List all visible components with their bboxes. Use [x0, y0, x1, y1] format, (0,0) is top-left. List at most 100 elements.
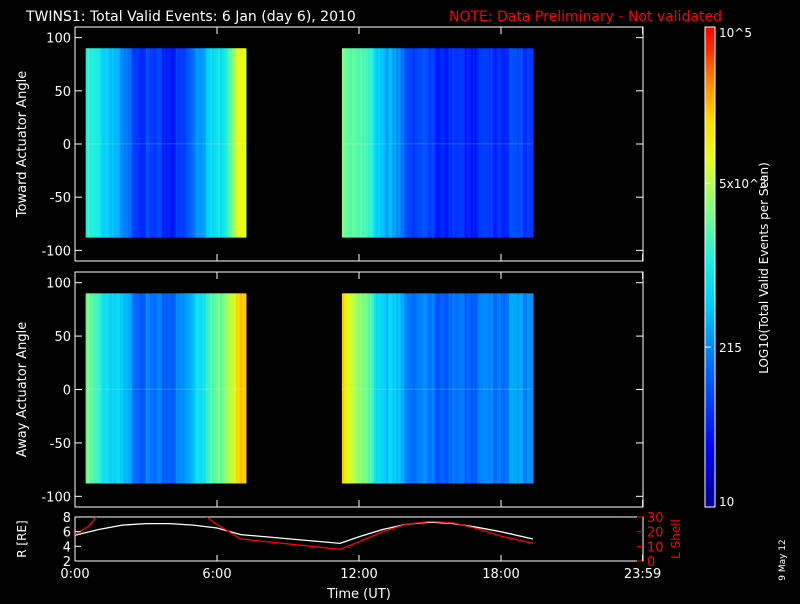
heatmap-column [231, 293, 235, 484]
toward-data-block-2 [341, 48, 534, 238]
heatmap-column [135, 293, 139, 484]
y-right-tick-label: 30 [647, 511, 664, 526]
heatmap-column [347, 293, 351, 484]
heatmap-column [201, 293, 205, 484]
y-right-tick-label: 0 [647, 555, 655, 570]
heatmap-column [502, 48, 506, 238]
heatmap-column [119, 293, 123, 484]
heatmap-column [370, 48, 373, 238]
heatmap-column [97, 293, 101, 484]
heatmap-column [438, 293, 442, 484]
heatmap-column [360, 48, 363, 238]
heatmap-column [480, 293, 484, 484]
x-tick-label: 6:00 [202, 567, 231, 582]
heatmap-column [163, 48, 167, 238]
heatmap-column [185, 293, 189, 484]
heatmap-column [189, 293, 193, 484]
heatmap-column [488, 293, 492, 484]
colorbar: 10^5 5x10^3 215 10 [704, 26, 767, 509]
heatmap-column [113, 48, 117, 238]
heatmap-column [384, 293, 387, 484]
heatmap-column [462, 48, 466, 238]
heatmap-column [151, 48, 155, 238]
heatmap-column [492, 293, 496, 484]
toward-angle-panel: 100 50 0 -50 -100 Toward Actuator Angle [15, 26, 644, 262]
heatmap-column [460, 48, 464, 238]
heatmap-column [456, 48, 460, 238]
heatmap-column [368, 293, 371, 484]
heatmap-column [161, 48, 165, 238]
heatmap-column [350, 293, 353, 484]
heatmap-column [153, 293, 157, 484]
heatmap-column [179, 293, 183, 484]
colorbar-tick-label: 10^5 [719, 26, 752, 40]
heatmap-column [99, 48, 103, 238]
heatmap-column [115, 48, 119, 238]
heatmap-column [129, 293, 133, 484]
heatmap-column [518, 48, 522, 238]
heatmap-column [153, 48, 157, 238]
heatmap-column [211, 48, 215, 238]
heatmap-column [512, 293, 516, 484]
heatmap-column [223, 48, 227, 238]
heatmap-column [388, 293, 391, 484]
heatmap-column [215, 293, 219, 484]
heatmap-column [400, 48, 403, 238]
heatmap-column [171, 48, 175, 238]
heatmap-column [444, 48, 448, 238]
heatmap-column [197, 293, 201, 484]
heatmap-column [406, 293, 409, 484]
heatmap-column [209, 293, 213, 484]
heatmap-column [151, 293, 155, 484]
away-heatmap [85, 293, 534, 484]
heatmap-column [414, 48, 417, 238]
toward-data-block-1 [85, 48, 247, 238]
heatmap-column [241, 48, 245, 238]
heatmap-column [434, 48, 438, 238]
heatmap-column [390, 293, 393, 484]
heatmap-column [187, 48, 191, 238]
heatmap-column [422, 48, 425, 238]
zero-angle-band [85, 388, 246, 390]
heatmap-column [193, 293, 197, 484]
heatmap-column [442, 48, 446, 238]
heatmap-column [167, 48, 171, 238]
away-data-block-1 [85, 293, 247, 484]
heatmap-column [354, 293, 357, 484]
heatmap-column [121, 48, 125, 238]
y-tick-label: 0 [63, 138, 71, 153]
heatmap-column [139, 48, 143, 238]
heatmap-column [370, 293, 373, 484]
heatmap-column [390, 48, 393, 238]
heatmap-column [183, 293, 187, 484]
heatmap-column [107, 48, 111, 238]
heatmap-column [101, 293, 105, 484]
heatmap-column [173, 48, 177, 238]
heatmap-column [149, 293, 153, 484]
heatmap-column [446, 293, 450, 484]
heatmap-column [223, 293, 227, 484]
heatmap-column [213, 48, 217, 238]
heatmap-column [181, 293, 185, 484]
heatmap-column [147, 293, 151, 484]
y-tick-label: -100 [41, 244, 71, 259]
heatmap-column [496, 293, 500, 484]
heatmap-column [464, 48, 468, 238]
heatmap-column [366, 48, 369, 238]
heatmap-column [430, 293, 434, 484]
heatmap-column [117, 293, 121, 484]
heatmap-column [510, 48, 514, 238]
heatmap-column [199, 48, 203, 238]
heatmap-column [508, 48, 512, 238]
heatmap-column [145, 293, 149, 484]
heatmap-column [434, 293, 438, 484]
heatmap-column [392, 48, 395, 238]
heatmap-column [175, 48, 179, 238]
y-tick-label: 100 [46, 32, 71, 47]
heatmap-column [504, 293, 508, 484]
y-tick-label: 6 [63, 526, 71, 541]
heatmap-column [195, 293, 199, 484]
heatmap-column [396, 48, 399, 238]
heatmap-column [424, 293, 427, 484]
heatmap-column [167, 293, 171, 484]
